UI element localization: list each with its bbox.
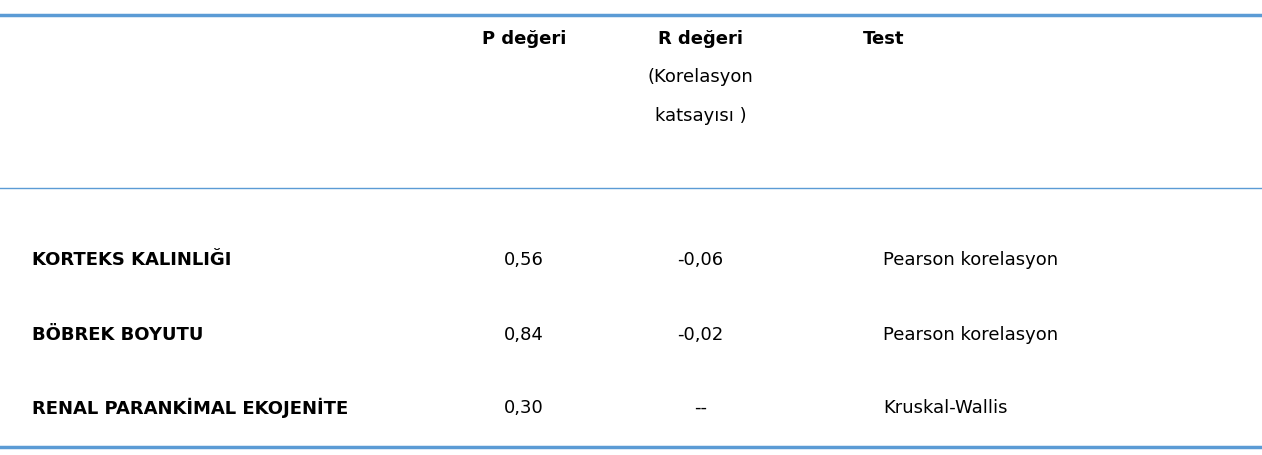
Text: KORTEKS KALINLIĞI: KORTEKS KALINLIĞI bbox=[32, 250, 231, 268]
Text: (Korelasyon: (Korelasyon bbox=[647, 68, 753, 86]
Text: 0,84: 0,84 bbox=[504, 325, 544, 344]
Text: 0,56: 0,56 bbox=[504, 250, 544, 268]
Text: Pearson korelasyon: Pearson korelasyon bbox=[883, 250, 1059, 268]
Text: -0,06: -0,06 bbox=[678, 250, 723, 268]
Text: RENAL PARANKİMAL EKOJENİTE: RENAL PARANKİMAL EKOJENİTE bbox=[32, 397, 348, 417]
Text: -0,02: -0,02 bbox=[678, 325, 723, 344]
Text: --: -- bbox=[694, 398, 707, 416]
Text: Test: Test bbox=[863, 30, 904, 47]
Text: 0,30: 0,30 bbox=[504, 398, 544, 416]
Text: BÖBREK BOYUTU: BÖBREK BOYUTU bbox=[32, 325, 203, 344]
Text: katsayısı ): katsayısı ) bbox=[655, 107, 746, 125]
Text: Kruskal-Wallis: Kruskal-Wallis bbox=[883, 398, 1008, 416]
Text: Pearson korelasyon: Pearson korelasyon bbox=[883, 325, 1059, 344]
Text: P değeri: P değeri bbox=[482, 30, 565, 47]
Text: R değeri: R değeri bbox=[658, 30, 743, 47]
